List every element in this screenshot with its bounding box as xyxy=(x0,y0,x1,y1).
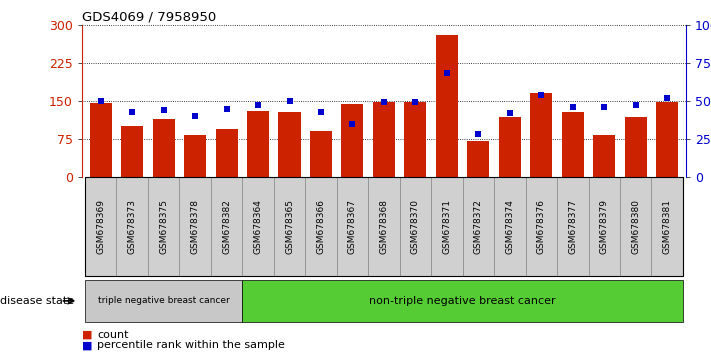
Text: GSM678382: GSM678382 xyxy=(222,199,231,254)
Bar xyxy=(436,35,458,177)
Text: GSM678365: GSM678365 xyxy=(285,199,294,254)
Bar xyxy=(656,102,678,177)
Text: percentile rank within the sample: percentile rank within the sample xyxy=(97,340,285,350)
Text: non-triple negative breast cancer: non-triple negative breast cancer xyxy=(369,296,556,306)
Bar xyxy=(593,135,615,177)
Text: ■: ■ xyxy=(82,340,92,350)
Bar xyxy=(341,104,363,177)
Text: GSM678367: GSM678367 xyxy=(348,199,357,254)
Text: triple negative breast cancer: triple negative breast cancer xyxy=(97,296,230,306)
Bar xyxy=(153,119,175,177)
Text: GDS4069 / 7958950: GDS4069 / 7958950 xyxy=(82,11,216,24)
Bar xyxy=(247,111,269,177)
Point xyxy=(158,107,169,113)
Bar xyxy=(562,112,584,177)
Text: count: count xyxy=(97,330,129,339)
Text: GSM678376: GSM678376 xyxy=(537,199,546,254)
Bar xyxy=(310,131,332,177)
Point xyxy=(567,104,579,110)
Text: disease state: disease state xyxy=(0,296,74,306)
Text: GSM678374: GSM678374 xyxy=(506,199,514,254)
Text: GSM678371: GSM678371 xyxy=(442,199,451,254)
Text: GSM678370: GSM678370 xyxy=(411,199,420,254)
Text: GSM678369: GSM678369 xyxy=(96,199,105,254)
Bar xyxy=(499,117,521,177)
Bar xyxy=(625,117,647,177)
Bar xyxy=(90,103,112,177)
Point xyxy=(347,121,358,126)
Bar xyxy=(373,102,395,177)
Text: GSM678377: GSM678377 xyxy=(568,199,577,254)
Bar xyxy=(405,102,427,177)
Text: ■: ■ xyxy=(82,330,92,339)
Bar xyxy=(467,142,489,177)
Bar xyxy=(121,126,143,177)
Point xyxy=(95,98,107,104)
Point xyxy=(284,98,295,104)
Text: GSM678380: GSM678380 xyxy=(631,199,640,254)
Bar xyxy=(215,129,237,177)
Point xyxy=(127,109,138,114)
Point xyxy=(473,132,484,137)
Point xyxy=(599,104,610,110)
Point xyxy=(442,71,453,76)
Point xyxy=(378,99,390,105)
Point xyxy=(410,99,421,105)
Point xyxy=(504,110,515,116)
Point xyxy=(630,103,641,108)
Point xyxy=(535,92,547,98)
Text: GSM678375: GSM678375 xyxy=(159,199,168,254)
Point xyxy=(252,103,264,108)
Text: GSM678372: GSM678372 xyxy=(474,199,483,254)
Point xyxy=(189,113,201,119)
Point xyxy=(315,109,326,114)
Point xyxy=(661,95,673,101)
Text: GSM678366: GSM678366 xyxy=(316,199,326,254)
Bar xyxy=(184,135,206,177)
Text: GSM678378: GSM678378 xyxy=(191,199,200,254)
Text: GSM678379: GSM678379 xyxy=(600,199,609,254)
Point xyxy=(221,105,232,111)
Bar xyxy=(530,93,552,177)
Text: GSM678381: GSM678381 xyxy=(663,199,672,254)
Bar xyxy=(279,112,301,177)
Text: GSM678364: GSM678364 xyxy=(254,199,262,254)
Text: GSM678373: GSM678373 xyxy=(128,199,137,254)
Text: GSM678368: GSM678368 xyxy=(380,199,388,254)
